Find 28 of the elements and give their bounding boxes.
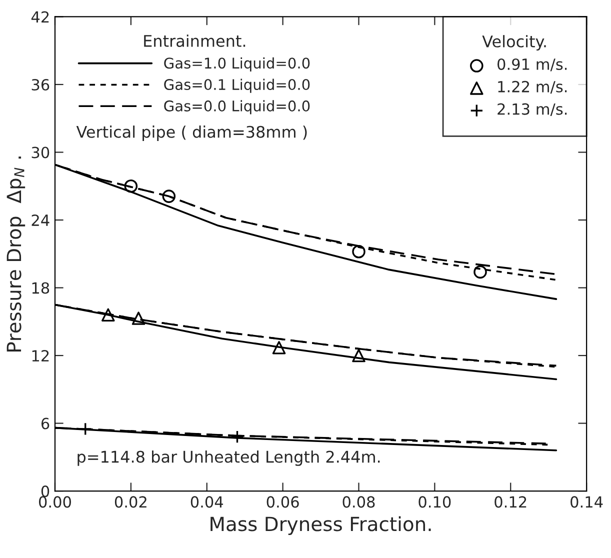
- x-tick-label: 0.06: [266, 496, 299, 508]
- legend-label: Gas=0.0 Liquid=0.0: [164, 100, 310, 114]
- legend-label: Gas=0.1 Liquid=0.0: [164, 78, 310, 93]
- x-tick-label: 0.12: [494, 496, 526, 508]
- x-tick-label: 0.00: [38, 496, 71, 508]
- annotation: Velocity.: [482, 35, 546, 51]
- x-tick-label: 0.08: [342, 496, 375, 508]
- annotation: Vertical pipe ( diam=38mm ): [76, 126, 307, 142]
- y-tick-label: 36: [32, 78, 50, 91]
- x-tick-label: 0.04: [190, 496, 224, 508]
- x-tick-label: 0.02: [114, 496, 146, 508]
- x-axis-title: Mass Dryness Fraction.: [210, 516, 431, 536]
- x-tick-label: 0.10: [418, 496, 451, 508]
- y-tick-label: 6: [41, 418, 50, 430]
- y-tick-label: 12: [32, 350, 49, 362]
- y-tick-label: 30: [32, 146, 50, 158]
- y-tick-label: 0: [41, 486, 50, 498]
- y-axis-title: Pressure Drop Δp$_{N}$ .: [6, 156, 26, 352]
- legend-label: Gas=1.0 Liquid=0.0: [164, 57, 310, 72]
- legend-title: Entrainment.: [144, 34, 246, 47]
- annotation: p=114.8 bar Unheated Length 2.44m.: [78, 450, 380, 466]
- y-tick-label: 42: [31, 11, 49, 23]
- legend-label: 1.22 m/s.: [498, 80, 567, 94]
- x-tick-label: 0.14: [570, 496, 603, 508]
- y-tick-label: 18: [32, 282, 50, 294]
- y-tick-label: 24: [32, 214, 50, 226]
- legend-label: 2.13 m/s.: [498, 103, 567, 116]
- legend-label: 0.91 m/s.: [498, 58, 567, 72]
